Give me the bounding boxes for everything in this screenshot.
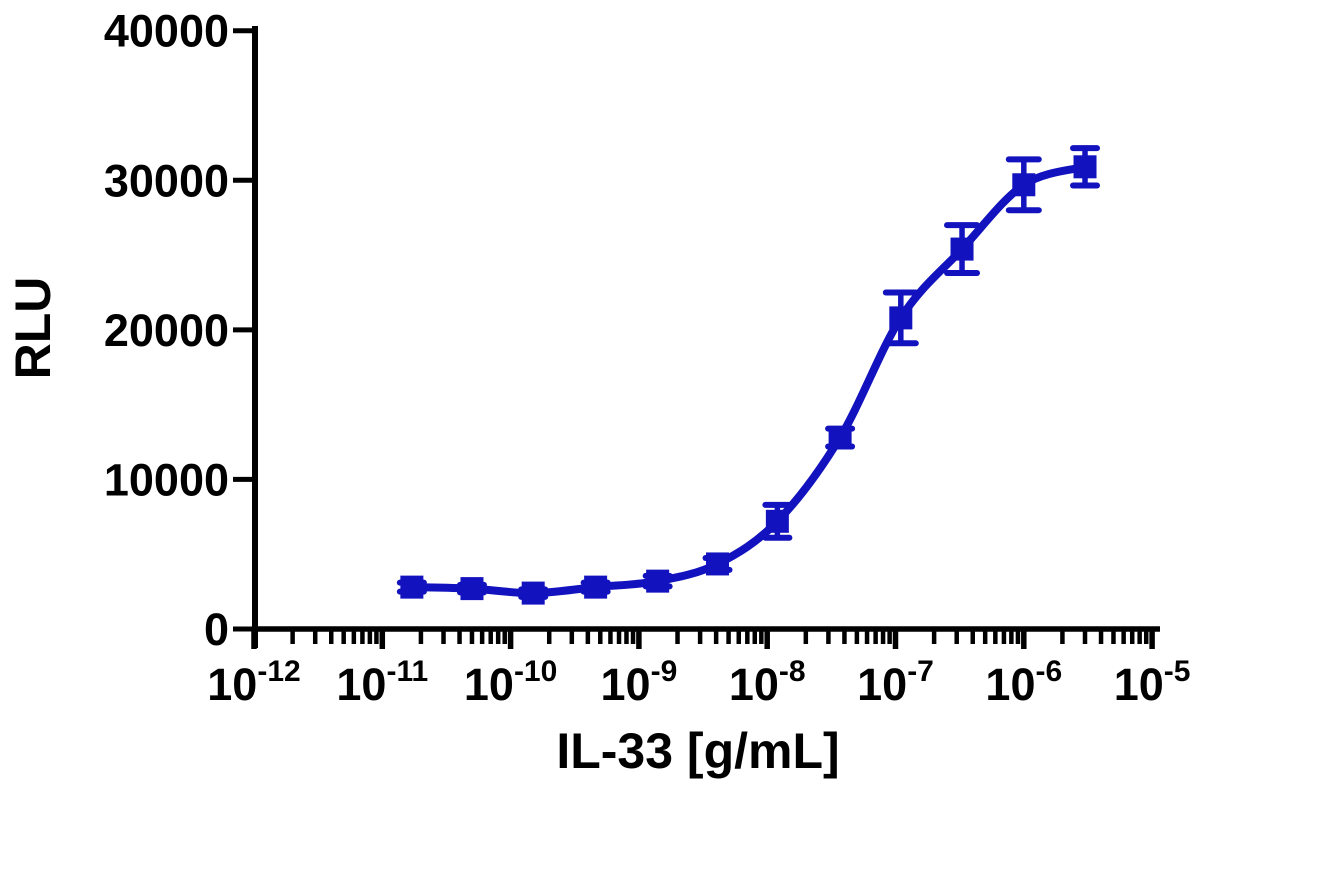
y-axis-title: RLU — [5, 277, 61, 380]
x-tick-label: 10-8 — [729, 655, 806, 710]
x-tick-label: 10-12 — [207, 655, 300, 710]
data-point-marker — [646, 569, 670, 593]
x-tick-label: 10-7 — [857, 655, 934, 710]
data-point-marker — [950, 237, 974, 261]
x-tick-label: 10-5 — [1114, 655, 1191, 710]
x-tick-label: 10-11 — [336, 655, 428, 710]
fit-curve — [407, 162, 1089, 598]
y-tick-label: 30000 — [104, 155, 229, 206]
data-point-marker — [584, 575, 608, 599]
data-point-marker — [828, 426, 852, 450]
data-point-marker — [521, 581, 545, 605]
data-point-marker — [889, 306, 913, 330]
x-tick-label: 10-9 — [601, 655, 678, 710]
y-tick-label: 40000 — [104, 6, 229, 57]
data-point-marker — [1012, 173, 1036, 197]
x-tick-label: 10-6 — [985, 655, 1062, 710]
data-point-marker — [460, 577, 484, 601]
data-point-marker — [1073, 155, 1097, 179]
data-point-marker — [400, 575, 424, 599]
y-tick-label: 0 — [204, 604, 229, 655]
data-point-marker — [706, 552, 730, 576]
data-point-marker — [765, 509, 789, 533]
x-axis-title: IL-33 [g/mL] — [556, 723, 839, 779]
y-tick-label: 20000 — [104, 305, 229, 356]
y-tick-label: 10000 — [104, 454, 229, 505]
x-tick-label: 10-10 — [464, 655, 557, 710]
